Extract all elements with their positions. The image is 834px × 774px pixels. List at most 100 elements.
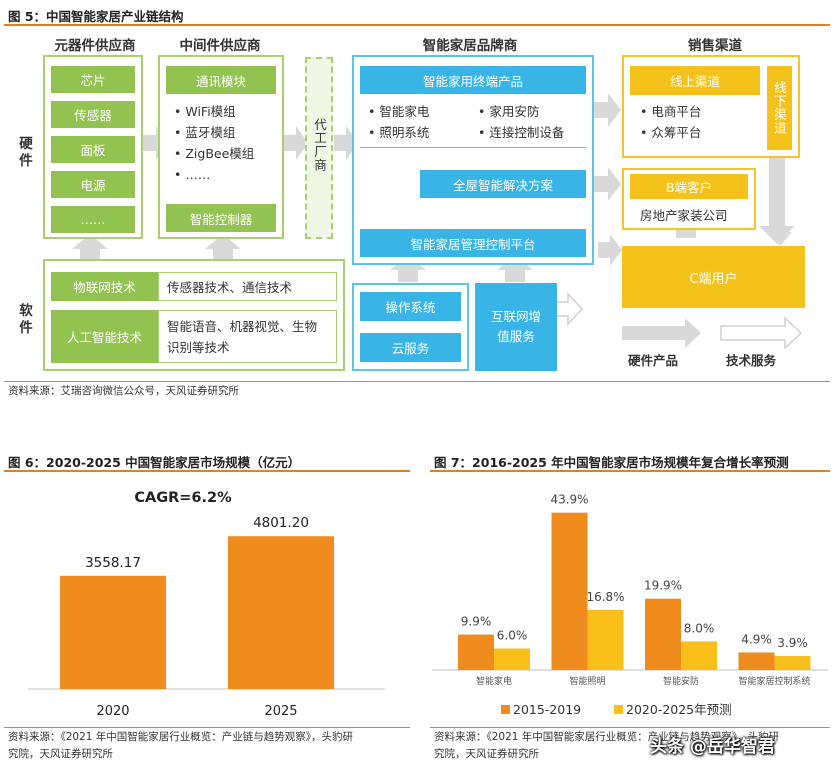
module-list: • WiFi模组 • 蓝牙模组 • ZigBee模组 • …… <box>174 101 254 185</box>
fig6-bar-2020 <box>60 575 166 689</box>
item-security: • 家用安防 <box>478 104 540 119</box>
module-zigbee: • ZigBee模组 <box>174 146 255 161</box>
cloud-service: 云服务 <box>360 333 461 362</box>
fig7-bar-智能家居控制系统-2020-2025年预测 <box>774 656 811 670</box>
b-client: B端客户 <box>630 174 748 199</box>
fig7-tick-智能安防: 智能安防 <box>663 675 699 687</box>
module-etc: • …… <box>174 167 211 182</box>
iot-desc: 传感器技术、通信技术 <box>158 272 337 301</box>
fig5-source: 资料来源：艾瑞咨询微信公众号，天风证券研究所 <box>8 385 239 397</box>
fig7-legend-label-0: 2015-2019 <box>513 702 581 717</box>
arrow-brand-to-online <box>594 93 621 127</box>
fig7-tick-智能照明: 智能照明 <box>569 675 605 687</box>
item-smart-appliance: • 智能家电 <box>368 104 430 119</box>
fig7-title-rule <box>430 470 830 472</box>
offline-channel: 线下渠道 <box>767 66 792 150</box>
fig7-value-label-智能家电-2020-2025年预测: 6.0% <box>497 629 528 643</box>
arrow-offline-shaft <box>769 152 785 228</box>
arrow-vas-to-platform <box>497 255 533 282</box>
item-crowdfunding: • 众筹平台 <box>640 125 702 140</box>
arrow-middle-to-oem <box>282 126 308 160</box>
arrow-iot-to-components <box>72 234 108 262</box>
fig6-cagr-annotation: CAGR=6.2% <box>134 490 232 506</box>
fig6-title-rule <box>4 470 410 472</box>
fig7-bar-智能安防-2020-2025年预测 <box>681 641 717 670</box>
side-label-hardware: 硬件 <box>19 136 33 169</box>
real-estate-company: 房地产家装公司 <box>640 208 728 223</box>
fig7-source-line-2: 究院，天风证券研究所 <box>434 748 539 760</box>
header-middleware-suppliers: 中间件供应商 <box>179 38 261 54</box>
side-label-software: 软件 <box>19 303 33 336</box>
fig6-value-label-2025: 4801.20 <box>253 515 309 531</box>
fig6-value-label-2020: 3558.17 <box>85 555 141 571</box>
fig7-legend-swatch-0 <box>501 705 510 714</box>
fig7-chart: 9.9% 6.0% 智能家电 43.9% 16.8% 智能照明 19.9% 8.0% 智能安防 4… <box>432 493 828 717</box>
fig6-source: 资料来源：《2021 年中国智能家居行业概览：产业链与趋势观察》，头豹研 究院，… <box>8 729 353 763</box>
arrow-platform-to-c <box>598 234 622 266</box>
module-bluetooth: • 蓝牙模组 <box>174 125 236 140</box>
oem-box <box>305 57 333 239</box>
fig7-value-label-智能照明-2015-2019: 43.9% <box>550 493 588 507</box>
fig6-tick-2020: 2020 <box>96 704 129 719</box>
item-ecommerce: • 电商平台 <box>640 104 702 119</box>
item-lighting: • 照明系统 <box>368 125 430 140</box>
fig6-bar-2025 <box>228 536 334 689</box>
fig7-source: 资料来源：《2021 年中国智能家居行业概览：产业链与趋势观察》，头豹研 究院，… <box>434 729 779 763</box>
fig7-bar-智能安防-2015-2019 <box>645 598 681 670</box>
component-etc: …… <box>51 206 135 233</box>
legend-hardware-product: 硬件产品 <box>628 353 679 368</box>
arrow-os-to-platform <box>390 255 426 282</box>
whole-house-solution: 全屋智能解决方案 <box>420 170 586 198</box>
comm-module: 通讯模块 <box>166 66 276 94</box>
fig7-legend-label-1: 2020-2025年预测 <box>626 702 732 717</box>
item-connection: • 连接控制设备 <box>478 125 565 140</box>
fig7-value-label-智能照明-2020-2025年预测: 16.8% <box>586 590 624 604</box>
internet-vas: 互联网增值服务 <box>475 283 557 371</box>
fig7-value-label-智能安防-2015-2019: 19.9% <box>644 579 682 593</box>
fig5-bottom-rule <box>4 381 830 382</box>
terminal-items-right: • 家用安防 • 连接控制设备 <box>478 101 564 143</box>
smart-controller: 智能控制器 <box>166 204 276 232</box>
fig6-chart: CAGR=6.2% 3558.17 2020 4801.20 2025 <box>28 490 385 719</box>
fig7-value-label-智能家电-2015-2019: 9.9% <box>461 615 492 629</box>
legend-tech-service: 技术服务 <box>726 353 777 368</box>
fig7-bar-智能家电-2015-2019 <box>458 634 494 670</box>
component-power: 电源 <box>51 171 135 198</box>
watermark: 头条 @岳华智君 <box>650 737 775 757</box>
fig7-bar-智能照明-2015-2019 <box>551 512 588 670</box>
component-chip: 芯片 <box>51 66 135 93</box>
fig6-title: 图 6：2020-2025 中国智能家居市场规模（亿元） <box>8 455 301 470</box>
fig7-source-line-1: 资料来源：《2021 年中国智能家居行业概览：产业链与趋势观察》，头豹研 <box>434 731 780 743</box>
ai-tech: 人工智能技术 <box>51 310 158 363</box>
fig7-value-label-智能家居控制系统-2020-2025年预测: 3.9% <box>777 636 808 650</box>
fig7-value-label-智能家居控制系统-2015-2019: 4.9% <box>741 632 772 646</box>
iot-tech: 物联网技术 <box>51 272 158 301</box>
fig7-tick-智能家居控制系统: 智能家居控制系统 <box>738 675 810 687</box>
fig7-title: 图 7：2016-2025 年中国智能家居市场规模年复合增长率预测 <box>434 455 789 470</box>
fig7-value-label-智能安防-2020-2025年预测: 8.0% <box>684 621 715 635</box>
arrow-vas-out <box>555 292 584 326</box>
arrow-iot-to-middle <box>205 234 241 262</box>
fig5-title: 图 5：中国智能家居产业链结构 <box>8 9 184 24</box>
fig7-legend-swatch-1 <box>614 705 623 714</box>
fig6-source-line-2: 究院，天风证券研究所 <box>8 748 113 760</box>
online-channel: 线上渠道 <box>630 66 760 95</box>
legend-hardware-arrow <box>622 318 701 348</box>
arrow-brand-to-b <box>594 167 621 201</box>
fig6-tick-2025: 2025 <box>264 704 297 719</box>
oem-label: 代工厂商 <box>312 118 327 172</box>
fig6-bottom-rule <box>4 727 410 728</box>
operating-system: 操作系统 <box>360 292 461 321</box>
component-sensor: 传感器 <box>51 101 135 128</box>
header-component-suppliers: 元器件供应商 <box>54 38 136 54</box>
terminal-items-left: • 智能家电 • 照明系统 <box>368 101 429 143</box>
fig7-bar-智能家居控制系统-2015-2019 <box>738 652 775 670</box>
header-brand: 智能家居品牌商 <box>422 38 518 54</box>
terminal-divider <box>360 147 586 148</box>
component-panel: 面板 <box>51 136 135 163</box>
arrow-offline-head <box>759 226 795 244</box>
online-items: • 电商平台 • 众筹平台 <box>640 101 701 143</box>
fig7-bar-智能照明-2020-2025年预测 <box>587 609 624 670</box>
c-user: C端用户 <box>622 246 805 308</box>
offline-channel-label: 线下渠道 <box>772 81 787 135</box>
